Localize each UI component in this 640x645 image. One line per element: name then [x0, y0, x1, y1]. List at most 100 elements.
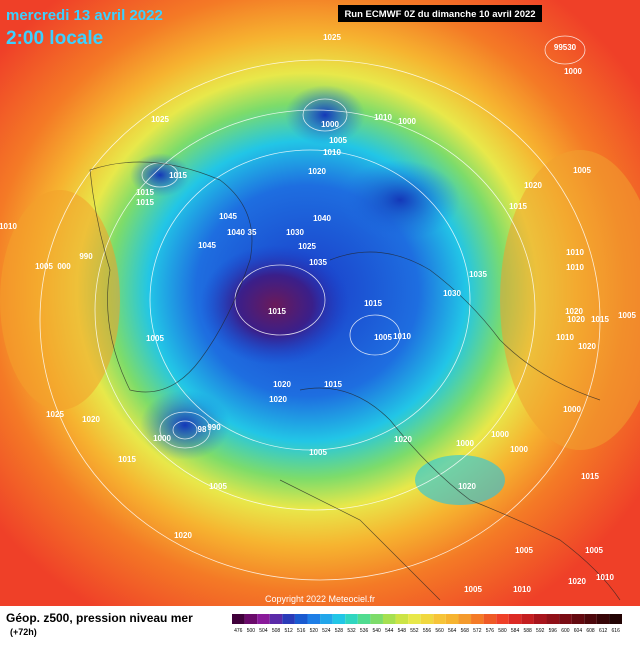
isobar-label: 1020: [565, 307, 583, 316]
scale-swatch: [609, 614, 622, 624]
isobar-label: 1015: [591, 315, 609, 324]
isobar-label: 1005: [146, 334, 164, 343]
scale-swatch: [559, 614, 572, 624]
scale-swatch: [370, 614, 383, 624]
isobar-label: 1045: [198, 241, 216, 250]
scale-label: 544: [385, 628, 394, 634]
isobar-label: 1015: [581, 472, 599, 481]
isobar-label: 1015: [136, 198, 154, 207]
isobar-label: 1030: [286, 228, 304, 237]
scale-swatch: [320, 614, 333, 624]
isobar-label: 98: [198, 425, 207, 434]
isobar-label: 1025: [46, 410, 64, 419]
isobar-label: 1020: [578, 342, 596, 351]
scale-label: 512: [284, 628, 293, 634]
scale-swatch: [420, 614, 434, 624]
isobar-label: 1000: [564, 67, 582, 76]
isobar-label: 1010: [556, 333, 574, 342]
time: 2:00 locale: [6, 28, 103, 49]
isobar-label: 1000: [456, 439, 474, 448]
isobar-label: 1025: [298, 242, 316, 251]
scale-label: 516: [297, 628, 306, 634]
scale-label: 540: [373, 628, 382, 634]
scale-label: 528: [335, 628, 344, 634]
trough: [285, 85, 365, 145]
scale-label: 500: [247, 628, 256, 634]
isobar-label: 990: [79, 252, 93, 261]
isobar-label: 1010: [566, 248, 584, 257]
isobar-label: 1010: [0, 222, 17, 231]
isobar-label: 1005: [309, 448, 327, 457]
run-box: [338, 5, 542, 22]
scale-swatch: [546, 614, 560, 624]
warm-area: [0, 190, 120, 410]
isobar-label: 1010: [374, 113, 392, 122]
isobar-label: 1040: [227, 228, 245, 237]
isobar-label: 1020: [269, 395, 287, 404]
isobar-label: 1035: [469, 270, 487, 279]
isobar-label: 1015: [118, 455, 136, 464]
isobar-label: 1015: [324, 380, 342, 389]
scale-swatch: [332, 614, 346, 624]
scale-label: 576: [486, 628, 495, 634]
scale-label: 520: [310, 628, 319, 634]
scale-swatch: [282, 614, 295, 624]
scale-swatch: [596, 614, 610, 624]
scale-label: 616: [612, 628, 621, 634]
isobar-label: 1025: [323, 33, 341, 42]
scale-label: 612: [599, 628, 608, 634]
scale-label: 592: [536, 628, 545, 634]
scale-label: 564: [448, 628, 457, 634]
scale-swatch: [533, 614, 547, 624]
scale-swatch: [508, 614, 522, 624]
scale-swatch: [445, 614, 459, 624]
isobars: [39, 35, 601, 581]
isobar-label: 1010: [566, 263, 584, 272]
scale-label: 600: [561, 628, 570, 634]
isobar-label: 1020: [458, 482, 476, 491]
isobar-label: 1015: [364, 299, 382, 308]
scale-swatch: [232, 614, 245, 624]
scale-label: 556: [423, 628, 432, 634]
polar-low: [200, 245, 350, 365]
scale-swatch: [584, 614, 597, 624]
scale-swatch: [458, 614, 472, 624]
isobar-label: 1010: [596, 573, 614, 582]
scale-label: 580: [498, 628, 507, 634]
isobar-label: 1005: [209, 482, 227, 491]
isobar-label: 1030: [443, 289, 461, 298]
scale-swatch: [483, 614, 497, 624]
isobar-label: 1015: [509, 202, 527, 211]
cut-off-low: [415, 455, 505, 505]
scale-swatch: [345, 614, 358, 624]
isobar-label: 1005: [618, 311, 636, 320]
isobar-label: 1015: [268, 307, 286, 316]
copyright: Copyright 2022 Meteociel.fr: [265, 594, 375, 604]
scale-swatch: [269, 614, 283, 624]
scale-label: 476: [234, 628, 243, 634]
isobar-label: 1000: [510, 445, 528, 454]
isobar-label: 1000: [398, 117, 416, 126]
isobar-label: 1020: [568, 577, 586, 586]
scale-label: 568: [461, 628, 470, 634]
isobar-label: 1005: [515, 546, 533, 555]
scale-label: 584: [511, 628, 520, 634]
isobar-label: 1000: [491, 430, 509, 439]
isobar-label: 99530: [554, 43, 577, 52]
scale-label: 548: [398, 628, 407, 634]
isobar-label: 1000: [321, 120, 339, 129]
scale-swatch: [382, 614, 396, 624]
trough: [340, 160, 460, 240]
isobar-label: 000: [57, 262, 71, 271]
isobar-label: 1005: [464, 585, 482, 594]
trough: [140, 390, 230, 460]
isobar-label: 1045: [219, 212, 237, 221]
isobar-label: 1020: [174, 531, 192, 540]
color-scale: 476 500 504 508 512 516 520 524 528 532 536 540 544 5…: [232, 614, 622, 634]
scale-label: 536: [360, 628, 369, 634]
isobar-label: 1020: [82, 415, 100, 424]
scale-swatch: [521, 614, 534, 624]
isobar-label: 1040: [313, 214, 331, 223]
scale-label: 524: [322, 628, 331, 634]
